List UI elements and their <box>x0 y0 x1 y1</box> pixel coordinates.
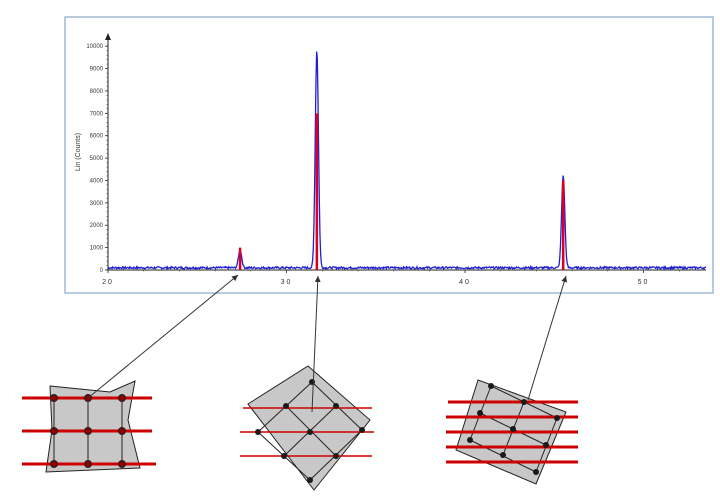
atom <box>309 379 315 385</box>
y-tick-label: 5000 <box>90 156 104 162</box>
atom <box>118 394 126 402</box>
atom <box>307 477 313 483</box>
y-axis-arrow <box>105 33 111 40</box>
crystal-middle <box>247 365 371 491</box>
arrow-left-to-peak <box>87 274 239 399</box>
atom <box>477 410 483 416</box>
crystal-left <box>45 380 141 473</box>
y-tick-group: 0 1000 2000 3000 4000 5000 6000 7000 8000 9000 100… <box>86 44 108 274</box>
lattice-middle <box>240 365 374 491</box>
x-tick-group: 20 30 40 50 <box>102 270 680 286</box>
x-tick-label: 30 <box>281 279 293 286</box>
x-tick-label: 50 <box>638 279 650 286</box>
arrow-middle-to-peak <box>311 275 321 413</box>
atom <box>500 452 506 458</box>
atom <box>118 427 126 435</box>
atom <box>255 429 261 435</box>
atom <box>84 460 92 468</box>
atom <box>359 427 365 433</box>
y-axis-title: Lin (Counts) <box>75 133 82 171</box>
y-tick-label: 4000 <box>90 178 104 184</box>
y-tick-label: 8000 <box>90 89 104 95</box>
atom <box>50 460 58 468</box>
y-tick-label: 1000 <box>90 246 104 252</box>
lattice-right <box>446 379 578 485</box>
atom <box>488 383 494 389</box>
y-tick-label: 0 <box>100 268 104 274</box>
atom <box>333 453 339 459</box>
pattern-line <box>107 51 707 271</box>
y-tick-label: 2000 <box>90 223 104 229</box>
atom <box>467 437 473 443</box>
atom <box>84 427 92 435</box>
lattice-left <box>22 380 156 473</box>
series-layer <box>107 51 707 271</box>
atom <box>50 394 58 402</box>
y-tick-label: 10000 <box>86 44 103 50</box>
x-tick-label: 20 <box>102 279 114 286</box>
atom <box>521 399 527 405</box>
x-tick-label: 40 <box>459 279 471 286</box>
arrow-right-to-peak <box>527 275 568 401</box>
atom <box>118 460 126 468</box>
atom <box>283 403 289 409</box>
y-tick-label: 3000 <box>90 201 104 207</box>
atom <box>281 453 287 459</box>
y-tick-label: 9000 <box>90 67 104 73</box>
atom <box>307 429 313 435</box>
atom <box>333 403 339 409</box>
atom <box>554 415 560 421</box>
atom <box>510 426 516 432</box>
atom <box>50 427 58 435</box>
y-tick-label: 6000 <box>90 134 104 140</box>
chart-frame <box>64 16 714 294</box>
atom <box>533 469 539 475</box>
y-tick-label: 7000 <box>90 111 104 117</box>
atom <box>543 442 549 448</box>
